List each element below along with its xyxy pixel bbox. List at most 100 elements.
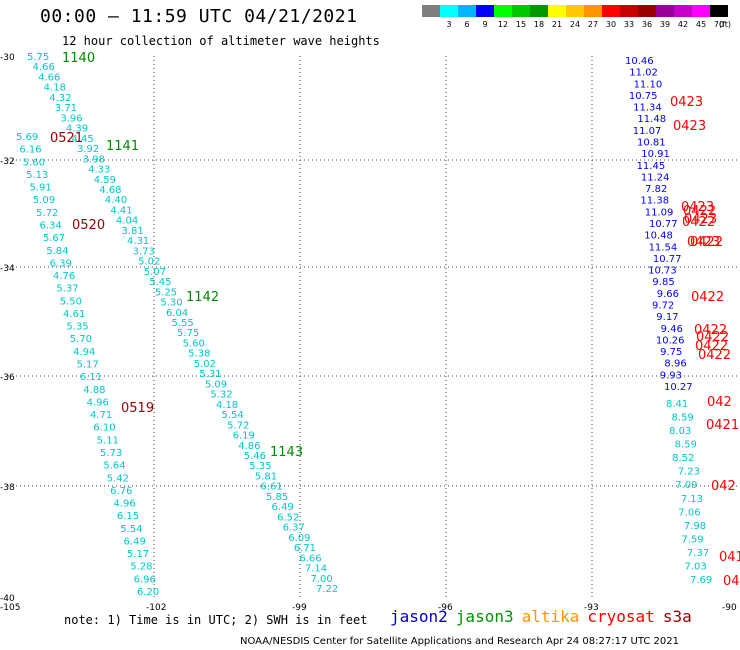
pass-time-label: 04 [723,574,740,589]
wave-height-label: 10.75 [629,91,658,102]
satellite-cryosat: cryosat [587,607,655,626]
pass-time-label: 0519 [121,401,154,416]
legend-label: 70 [713,20,725,29]
wave-height-label: 8.03 [669,426,691,437]
wave-height-label: 5.35 [249,461,271,472]
legend-label: 9 [482,20,488,29]
wave-height-label: 5.81 [255,471,277,482]
pass-time-label: 1141 [106,139,139,154]
wave-height-label: 11.38 [640,196,669,207]
legend-color-cell: 21 [548,5,566,29]
legend-swatch [422,5,440,17]
wave-height-label: 5.17 [77,360,99,371]
wave-height-label: 4.40 [105,195,127,206]
wave-height-label: 4.66 [33,62,55,73]
wave-height-label: 7.00 [310,574,332,585]
legend-swatch [674,5,692,17]
axis-tick-labels: -30 -32 -34 -36 -38 -40-105 -102 -99 -96 -93 -90 [0,53,737,613]
wave-height-label: 5.42 [107,473,129,484]
pass-time-label: 0422 [691,290,724,305]
pass-time-label: 0421 [706,418,739,433]
legend-color-cell: 24 [566,5,584,29]
grid-lines [8,56,738,597]
wave-height-label: 7.14 [305,564,327,575]
legend-color-cell: 12 [494,5,512,29]
pass-time-label: 0422 [690,235,723,250]
wave-height-label: 5.46 [244,451,266,462]
wave-height-label: 10.26 [656,335,685,346]
wave-height-label: 7.06 [678,507,700,518]
legend-color-cell [422,5,440,29]
wave-height-label: 6.16 [19,145,41,156]
wave-height-label: 5.75 [177,328,199,339]
wave-height-label: 10.81 [637,138,666,149]
legend-color-cell: 15 [512,5,530,29]
wave-height-label: 4.59 [94,175,116,186]
pass-time-label: 1140 [62,51,95,66]
wave-height-label: 7.82 [645,184,667,195]
legend-label: 45 [695,20,707,29]
wave-height-label: 9.46 [661,324,683,335]
wave-height-label: 5.54 [120,524,142,535]
footer-credit: NOAA/NESDIS Center for Satellite Applica… [240,636,679,647]
wave-height-label: 5.73 [100,448,122,459]
wave-height-label: 11.10 [634,79,663,90]
wave-height-label: 4.96 [113,499,135,510]
legend-color-cell: 70 [710,5,728,29]
wave-height-label: 5.50 [60,296,82,307]
wave-height-label: 3.81 [121,226,143,237]
wave-height-label: 5.28 [130,562,152,573]
wave-height-label: 4.32 [49,93,71,104]
wave-height-label: 11.48 [637,114,666,125]
wave-height-label: 5.70 [70,334,92,345]
legend-label: 39 [659,20,671,29]
wave-height-label: 6.11 [80,372,102,383]
wave-height-label: 11.24 [641,172,670,183]
legend-color-cell: 33 [620,5,638,29]
pass-time-label: 0422 [698,348,731,363]
wave-height-label: 10.73 [648,266,677,277]
wave-height-label: 7.13 [681,494,703,505]
wave-height-label: 5.35 [66,322,88,333]
legend-label: 12 [497,20,509,29]
wave-height-label: 7.23 [678,467,700,478]
wave-height-label: 11.34 [633,103,662,114]
legend-swatch [512,5,530,17]
y-tick-label: -36 [0,373,15,383]
wave-height-label: 6.49 [272,502,294,513]
wave-height-label: 3.73 [133,246,155,257]
legend-color-cell: 36 [638,5,656,29]
wave-height-label: 6.76 [110,486,132,497]
wave-height-label: 6.15 [117,511,139,522]
x-tick-label: -102 [146,603,166,613]
wave-height-label: 8.41 [666,399,688,410]
x-tick-label: -96 [438,603,453,613]
wave-height-label: 5.69 [16,132,38,143]
wave-height-label: 3.71 [55,103,77,114]
wave-height-label: 4.18 [44,83,66,94]
satellite-jason3: jason3 [455,607,514,626]
wave-height-label: 9.66 [657,289,679,300]
wave-height-label: 5.07 [144,267,166,278]
wave-height-label: 8.59 [672,413,694,424]
wave-height-label: 9.72 [652,301,674,312]
wave-height-label: 4.94 [73,347,95,358]
legend-label: 21 [551,20,563,29]
legend-swatch [566,5,584,17]
wave-height-label: 4.45 [71,134,93,145]
pass-time-label: 0520 [72,218,105,233]
wave-height-label: 8.96 [664,359,686,370]
wave-height-label: 5.60 [23,157,45,168]
y-tick-label: -32 [0,157,15,167]
satellite-altika: altika [521,607,580,626]
legend-color-cell: 18 [530,5,548,29]
wave-height-label: 11.07 [633,126,662,137]
legend-color-cell: 3 [440,5,458,29]
pass-time-label: 1143 [270,445,303,460]
wave-height-label: 5.11 [97,435,119,446]
wave-height-label: 7.22 [316,584,338,595]
wave-height-label: 4.76 [53,271,75,282]
legend-swatch [710,5,728,17]
wave-height-label: 5.55 [172,318,194,329]
wave-height-label: 4.86 [238,441,260,452]
